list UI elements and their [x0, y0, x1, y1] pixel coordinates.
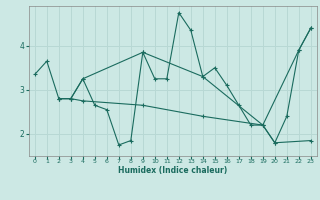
X-axis label: Humidex (Indice chaleur): Humidex (Indice chaleur) [118, 166, 228, 175]
